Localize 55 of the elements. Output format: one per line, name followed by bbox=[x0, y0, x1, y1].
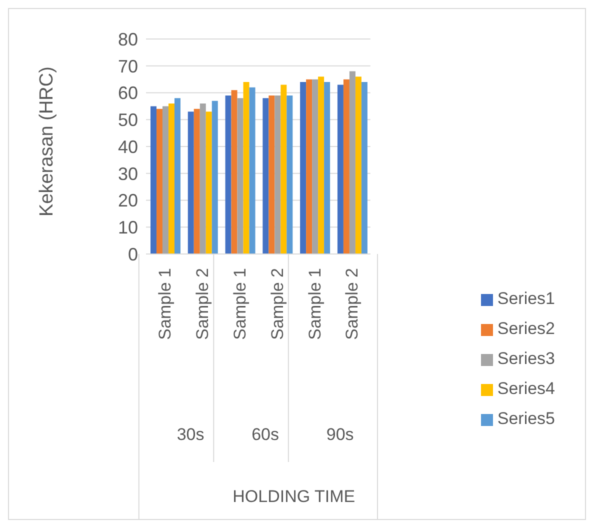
text: HOLDING TIME bbox=[232, 487, 356, 506]
bar bbox=[188, 112, 194, 254]
y-tick-label: 10 bbox=[118, 218, 138, 238]
y-tick-label: 0 bbox=[128, 244, 138, 264]
bar bbox=[300, 82, 306, 254]
bar bbox=[355, 76, 362, 254]
bar bbox=[200, 104, 206, 254]
y-tick-label: 80 bbox=[118, 29, 138, 50]
text: 60s bbox=[252, 425, 280, 444]
bar bbox=[318, 76, 324, 254]
y-tick-label: 30 bbox=[118, 164, 138, 184]
bar bbox=[280, 84, 287, 254]
bar bbox=[150, 106, 156, 254]
legend-label: Series1 bbox=[497, 289, 555, 308]
legend-label: Series4 bbox=[497, 379, 555, 398]
legend-label: Series5 bbox=[497, 409, 555, 428]
bar bbox=[231, 90, 238, 254]
y-axis-title: Kekerasan (HRC) bbox=[36, 66, 58, 216]
x-tick-label: Sample 1 bbox=[305, 268, 324, 340]
bar bbox=[274, 95, 281, 254]
bar bbox=[174, 98, 180, 254]
legend-label: Series2 bbox=[497, 319, 555, 338]
bar bbox=[225, 95, 232, 254]
bar bbox=[312, 79, 318, 254]
x-tick-label: Sample 1 bbox=[156, 268, 175, 340]
x-tick-label: Sample 2 bbox=[268, 268, 287, 340]
bar bbox=[306, 79, 312, 254]
bar bbox=[324, 82, 330, 254]
bar bbox=[162, 106, 168, 254]
bar bbox=[337, 84, 344, 254]
y-tick-label: 70 bbox=[118, 56, 138, 76]
x-tick-label: Sample 2 bbox=[342, 268, 362, 340]
y-tick-label: 40 bbox=[118, 136, 138, 157]
y-tick-label: 50 bbox=[118, 110, 138, 130]
bar bbox=[243, 82, 250, 254]
legend-label: Series3 bbox=[497, 349, 555, 368]
x-tick-label: Sample 2 bbox=[193, 268, 212, 340]
y-tick-label: 20 bbox=[118, 190, 138, 211]
bar bbox=[249, 87, 256, 254]
bar bbox=[206, 112, 212, 254]
bar bbox=[262, 98, 269, 254]
bar bbox=[212, 100, 218, 254]
bar bbox=[168, 104, 174, 254]
bar bbox=[156, 108, 162, 254]
bar bbox=[194, 108, 200, 254]
bar bbox=[286, 95, 293, 254]
bar bbox=[361, 82, 368, 254]
text: 30s bbox=[176, 425, 204, 444]
bar bbox=[237, 98, 244, 254]
y-tick-label: 60 bbox=[118, 83, 138, 104]
bar bbox=[343, 79, 350, 254]
text: 90s bbox=[326, 425, 354, 444]
bar bbox=[349, 71, 356, 254]
bar bbox=[268, 95, 275, 254]
x-tick-label: Sample 1 bbox=[230, 268, 250, 340]
